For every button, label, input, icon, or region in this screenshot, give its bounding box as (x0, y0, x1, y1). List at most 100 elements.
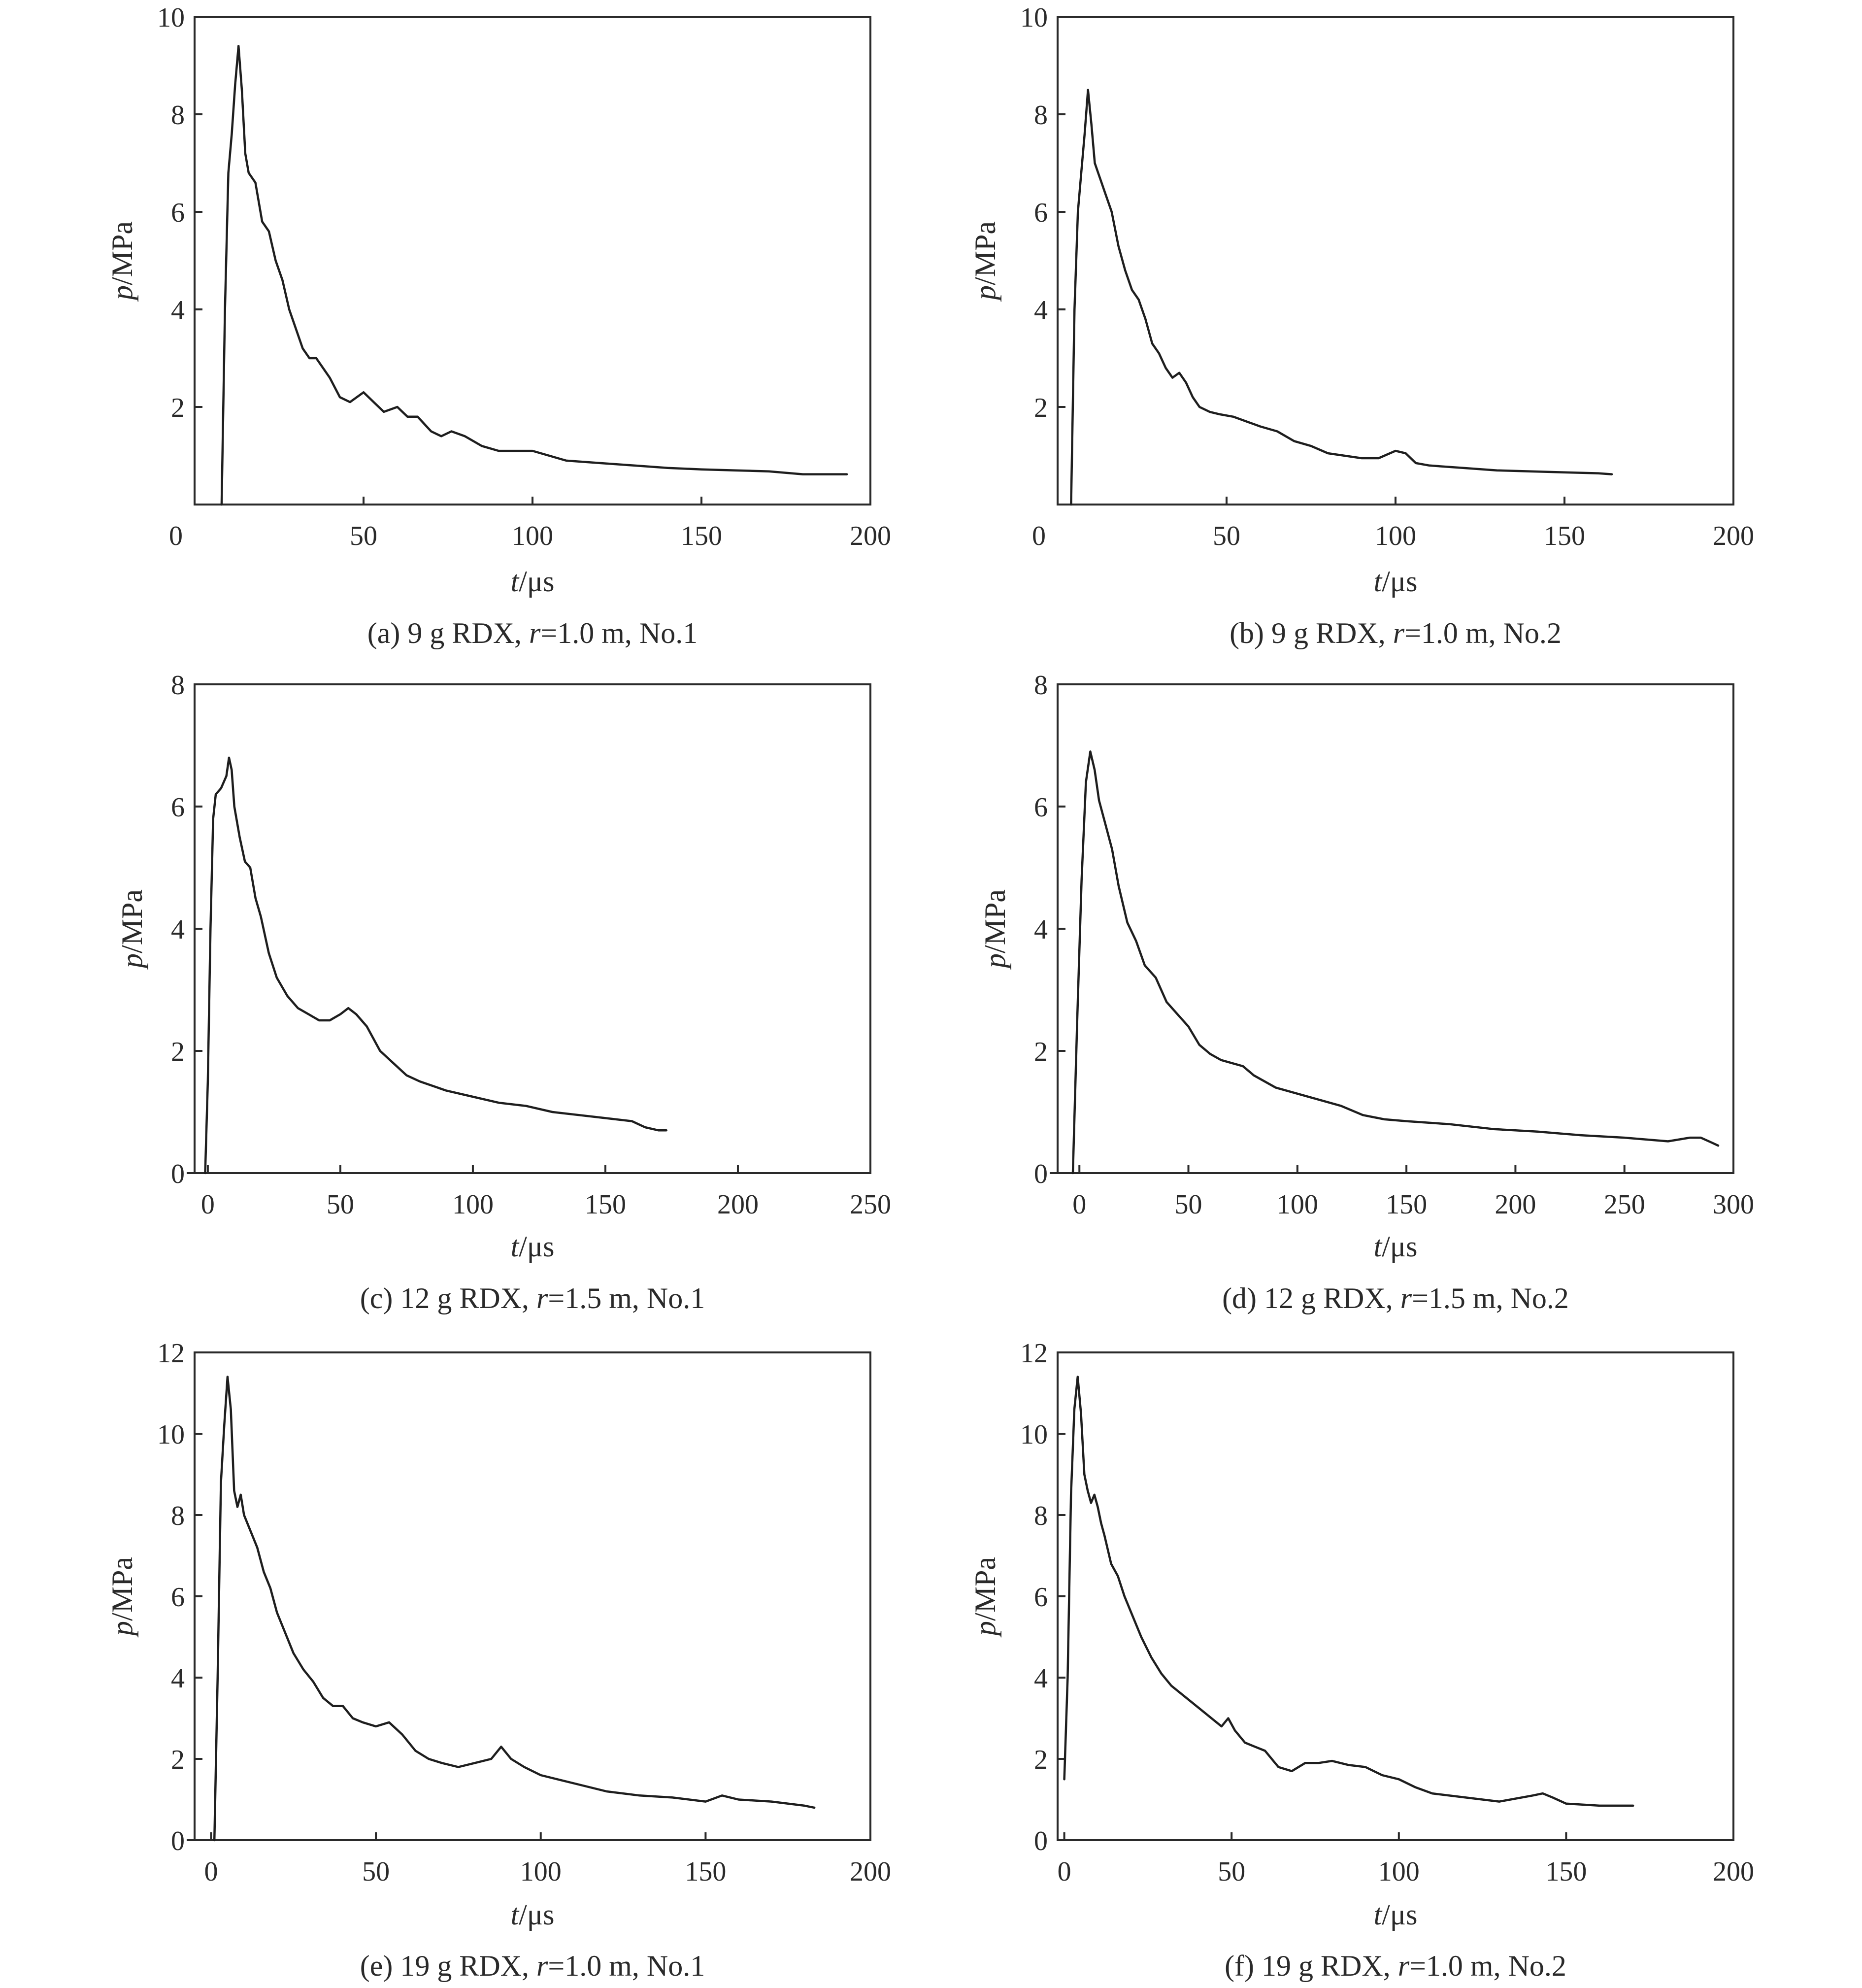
x-tick-label: 150 (681, 521, 722, 551)
panel-d: 0 50 100 150 200 250 300 0 2 4 6 8 t/μs p/MPa (d) … (979, 670, 1754, 1314)
y-tick-label: 6 (171, 792, 185, 823)
x-tick-label: 150 (1544, 521, 1585, 551)
y-tick-label: 0 (171, 1826, 185, 1856)
y-tick-label: 6 (1034, 792, 1048, 823)
plot-frame (194, 683, 871, 1174)
x-axis-label: t/μs (511, 565, 555, 598)
y-tick-label: 4 (171, 914, 185, 945)
panel-e: 0 50 100 150 200 0 2 4 6 8 10 12 t/μs p/MPa (e) 19… (106, 1338, 891, 1982)
y-tick-label: 8 (1034, 1501, 1048, 1531)
panel-f: 0 50 100 150 200 0 2 4 6 8 10 12 t/μs p/MPa (f) 19… (969, 1338, 1754, 1982)
y-tick-label: 2 (1034, 1745, 1048, 1775)
plot-frame (194, 16, 871, 505)
y-axis-label: p/MPa (116, 889, 148, 970)
panel-c: 0 50 100 150 200 250 0 2 4 6 8 t/μs p/MPa (c) 12 … (116, 670, 891, 1314)
x-tick-label: 0 (1058, 1856, 1071, 1887)
plot-frame (1057, 16, 1734, 505)
x-tick-label: 0 (1032, 521, 1046, 551)
x-tick-label: 0 (169, 521, 183, 551)
x-tick-label: 200 (1713, 521, 1754, 551)
x-tick-label: 50 (1175, 1189, 1202, 1220)
y-tick-label: 2 (1034, 393, 1048, 423)
pressure-series-line (1071, 750, 1720, 1175)
y-axis-label: p/MPa (969, 221, 1001, 302)
y-axis-label: p/MPa (969, 1557, 1001, 1638)
y-tick-label: 10 (1020, 2, 1048, 33)
y-tick-label: 12 (157, 1338, 185, 1369)
panel-caption: (f) 19 g RDX, r=1.0 m, No.2 (1225, 1950, 1566, 1982)
panel-caption: (d) 12 g RDX, r=1.5 m, No.2 (1222, 1282, 1569, 1314)
y-axis-label: p/MPa (106, 221, 138, 302)
pressure-series-line (213, 1376, 816, 1842)
panel-caption: (a) 9 g RDX, r=1.0 m, No.1 (367, 617, 698, 649)
panel-b: 0 50 100 150 200 2 4 6 8 10 t/μs p/MPa (b) 9 g R… (969, 2, 1754, 649)
x-tick-label: 100 (1375, 521, 1416, 551)
x-tick-label: 50 (350, 521, 377, 551)
x-tick-label: 100 (520, 1856, 562, 1887)
y-tick-label: 8 (1034, 100, 1048, 131)
plot-frame (1057, 1351, 1734, 1841)
x-tick-label: 100 (1378, 1856, 1420, 1887)
x-tick-label: 50 (327, 1189, 354, 1220)
plot-frame (194, 1351, 871, 1841)
x-tick-label: 200 (717, 1189, 759, 1220)
x-tick-label: 100 (1277, 1189, 1318, 1220)
y-tick-label: 4 (171, 1663, 185, 1694)
y-ticks: 0 2 4 6 8 (171, 670, 202, 1189)
y-tick-label: 8 (171, 100, 185, 131)
x-axis-label: t/μs (1374, 1898, 1418, 1931)
x-tick-label: 250 (850, 1189, 891, 1220)
panel-a: 0 50 100 150 200 2 4 6 8 10 t/μs p/MPa (a) 9 g R… (106, 2, 891, 649)
y-tick-label: 8 (1034, 670, 1048, 701)
x-ticks: 0 50 100 150 200 (169, 497, 891, 551)
plot-frame (1057, 683, 1734, 1174)
y-tick-label: 2 (171, 1037, 185, 1067)
x-tick-label: 50 (1213, 521, 1240, 551)
y-tick-label: 10 (1020, 1419, 1048, 1450)
y-axis-label: p/MPa (979, 889, 1011, 970)
x-tick-label: 50 (362, 1856, 390, 1887)
panel-caption: (b) 9 g RDX, r=1.0 m, No.2 (1230, 617, 1562, 649)
x-tick-label: 300 (1713, 1189, 1754, 1220)
y-tick-label: 12 (1020, 1338, 1048, 1369)
y-tick-label: 2 (171, 393, 185, 423)
y-tick-label: 6 (1034, 1582, 1048, 1613)
y-tick-label: 4 (1034, 1663, 1048, 1694)
panel-caption: (c) 12 g RDX, r=1.5 m, No.1 (360, 1282, 705, 1314)
x-axis-label: t/μs (511, 1230, 555, 1263)
x-tick-label: 100 (452, 1189, 494, 1220)
pressure-series-line (220, 45, 848, 506)
y-tick-label: 8 (171, 670, 185, 701)
y-tick-label: 2 (1034, 1037, 1048, 1067)
x-ticks: 0 50 100 150 200 (1058, 1832, 1754, 1887)
y-ticks: 0 2 4 6 8 10 12 (157, 1338, 202, 1856)
y-ticks: 2 4 6 8 10 (1020, 2, 1065, 423)
x-axis-label: t/μs (1374, 565, 1418, 598)
y-tick-label: 0 (1034, 1159, 1048, 1189)
x-tick-label: 50 (1218, 1856, 1245, 1887)
x-tick-label: 200 (850, 1856, 891, 1887)
x-ticks: 0 50 100 150 200 (1032, 497, 1754, 551)
x-tick-label: 150 (1545, 1856, 1587, 1887)
pressure-series-line (1070, 89, 1613, 506)
y-tick-label: 6 (1034, 198, 1048, 228)
y-tick-label: 4 (1034, 914, 1048, 945)
y-tick-label: 0 (171, 1159, 185, 1189)
x-ticks: 0 50 100 150 200 250 (201, 1165, 891, 1220)
y-axis-label: p/MPa (106, 1557, 138, 1638)
y-tick-label: 10 (157, 2, 185, 33)
y-tick-label: 8 (171, 1501, 185, 1531)
x-tick-label: 0 (204, 1856, 218, 1887)
panel-caption: (e) 19 g RDX, r=1.0 m, No.1 (360, 1950, 705, 1982)
x-tick-label: 0 (1072, 1189, 1086, 1220)
y-tick-label: 2 (171, 1745, 185, 1775)
x-tick-label: 200 (1713, 1856, 1754, 1887)
x-tick-label: 200 (850, 521, 891, 551)
y-tick-label: 10 (157, 1419, 185, 1450)
x-tick-label: 250 (1604, 1189, 1645, 1220)
y-tick-label: 0 (1034, 1826, 1048, 1856)
x-tick-label: 150 (1386, 1189, 1427, 1220)
y-tick-label: 6 (171, 1582, 185, 1613)
x-axis-label: t/μs (1374, 1230, 1418, 1263)
